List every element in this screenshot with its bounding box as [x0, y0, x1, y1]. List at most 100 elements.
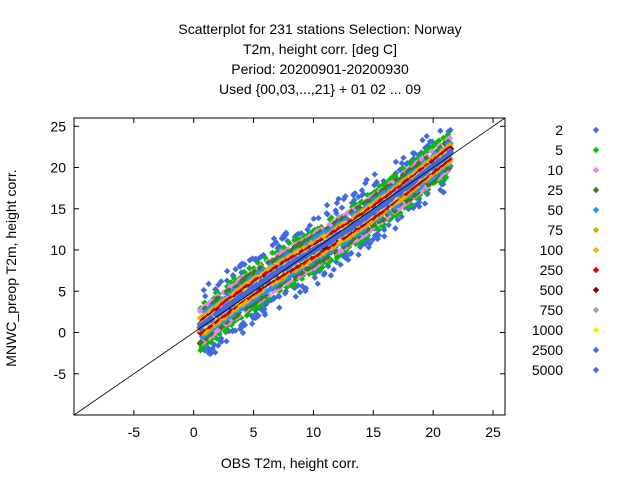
data-point-2: [421, 200, 429, 207]
data-point-2: [348, 250, 355, 257]
chart-title-line-2: T2m, height corr. [deg C]: [242, 41, 398, 57]
data-point-2: [217, 278, 225, 285]
data-point-5: [429, 144, 436, 151]
y-tick-label: 15: [50, 201, 66, 217]
legend-marker-2: [592, 126, 600, 134]
data-point-5: [213, 335, 220, 342]
data-point-2: [217, 335, 225, 342]
data-point-2: [252, 314, 259, 322]
data-point-2: [338, 204, 346, 211]
data-point-5: [240, 268, 248, 275]
data-point-25: [210, 299, 218, 306]
data-point-2: [409, 149, 417, 157]
data-point-5000: [395, 190, 402, 197]
y-tick-label: 5: [58, 283, 66, 299]
data-point-50: [207, 303, 214, 311]
y-axis-label: MNWC_preop T2m, height corr.: [3, 169, 19, 367]
data-point-2: [225, 327, 233, 335]
data-point-25: [304, 265, 312, 272]
legend-label-1000: 1000: [532, 322, 563, 338]
x-tick-label: 0: [190, 424, 198, 440]
data-point-2: [385, 221, 392, 229]
data-point-2: [381, 233, 388, 240]
data-point-2: [248, 320, 256, 327]
data-point-5000: [385, 196, 392, 204]
data-point-25: [249, 272, 256, 279]
data-point-5: [243, 312, 251, 319]
data-point-5: [283, 284, 290, 291]
data-point-2: [363, 176, 370, 183]
legend-marker-750: [592, 306, 600, 314]
data-point-2: [200, 286, 207, 294]
data-point-500: [352, 224, 360, 231]
data-point-2: [311, 274, 319, 281]
data-point-25: [237, 278, 245, 286]
data-point-2: [269, 242, 276, 249]
legend-marker-2500: [592, 346, 600, 354]
data-point-5: [253, 304, 261, 312]
legend-marker-100: [592, 246, 600, 254]
data-point-2: [366, 240, 373, 247]
data-point-2: [323, 201, 331, 209]
data-point-10: [445, 135, 453, 142]
data-point-5: [269, 249, 276, 257]
data-point-5000: [213, 311, 221, 319]
legend-marker-10: [592, 166, 600, 174]
data-point-2: [398, 160, 405, 167]
data-point-5000: [201, 320, 208, 328]
data-point-5000: [407, 180, 414, 188]
data-point-5: [285, 239, 293, 247]
x-tick-label: 5: [250, 424, 258, 440]
x-tick-label: -5: [128, 424, 141, 440]
data-point-25: [215, 295, 222, 303]
data-point-2: [241, 321, 249, 329]
data-point-5: [222, 327, 229, 335]
x-tick-label: 20: [425, 424, 441, 440]
data-point-5: [422, 148, 430, 155]
data-point-2: [239, 329, 247, 337]
data-point-25: [225, 287, 233, 294]
data-point-2: [333, 210, 340, 217]
data-point-2: [296, 288, 304, 296]
data-point-2: [375, 232, 382, 239]
data-point-2: [282, 231, 290, 238]
y-tick-label: 25: [50, 118, 66, 134]
legend-label-100: 100: [540, 242, 564, 258]
data-point-2: [330, 266, 337, 273]
data-point-2: [321, 269, 328, 277]
data-point-10: [336, 247, 343, 255]
data-point-2: [392, 158, 400, 166]
data-point-2: [275, 292, 282, 300]
data-point-5000: [232, 297, 240, 304]
legend-label-500: 500: [540, 282, 564, 298]
data-point-2: [232, 265, 239, 273]
legend-label-2500: 2500: [532, 342, 563, 358]
legend-marker-25: [592, 186, 600, 194]
data-point-5: [246, 264, 253, 272]
data-point-5000: [258, 278, 265, 286]
data-point-25: [415, 159, 423, 167]
data-point-2: [211, 349, 219, 356]
data-point-2: [299, 282, 306, 290]
data-point-2: [304, 226, 311, 233]
data-point-2: [392, 225, 399, 232]
data-point-2: [306, 222, 314, 229]
legend-marker-75: [592, 226, 600, 234]
data-point-2: [355, 193, 362, 200]
data-point-2: [223, 338, 230, 345]
plot-frame: [73, 117, 506, 416]
data-point-2: [369, 236, 376, 244]
legend-label-25: 25: [547, 182, 563, 198]
data-point-2: [310, 215, 317, 223]
legend-label-5: 5: [555, 142, 563, 158]
data-point-5000: [319, 242, 326, 249]
data-point-2: [280, 232, 287, 240]
data-point-5000: [447, 150, 455, 157]
data-point-10: [383, 215, 390, 223]
x-tick-label: 25: [485, 424, 501, 440]
data-point-2: [294, 230, 302, 238]
data-point-5000: [223, 304, 231, 311]
legend-marker-5: [592, 146, 600, 154]
data-point-2: [371, 181, 378, 189]
